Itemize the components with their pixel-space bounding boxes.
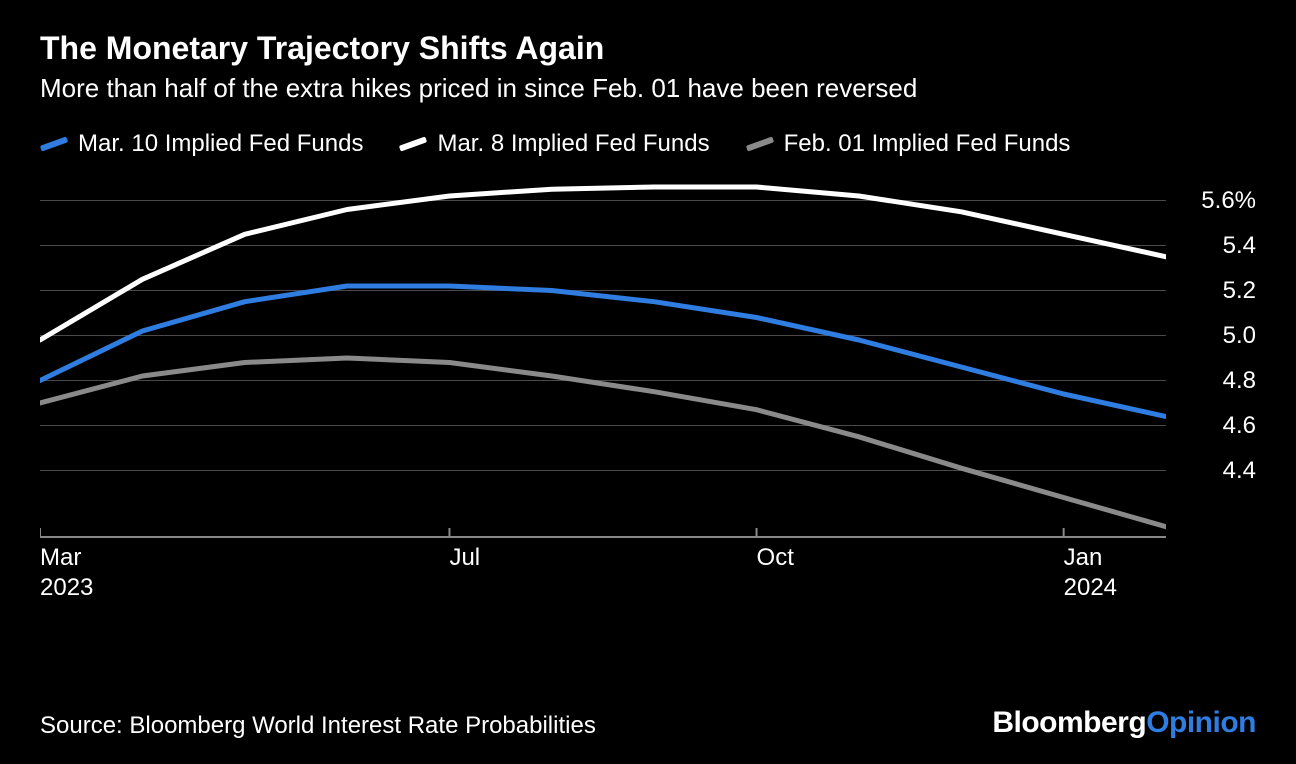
y-tick-label: 4.8 bbox=[1223, 367, 1256, 395]
series-line bbox=[40, 286, 1166, 417]
legend-swatch bbox=[745, 136, 773, 151]
legend-label: Feb. 01 Implied Fed Funds bbox=[784, 130, 1071, 158]
line-chart-svg bbox=[40, 178, 1166, 538]
y-tick-label: 4.4 bbox=[1223, 457, 1256, 485]
y-axis-labels: 4.4 4.6 4.8 5.0 5.2 5.4 5.6% bbox=[1176, 178, 1256, 538]
brand-sub: Opinion bbox=[1146, 706, 1256, 740]
source-attribution: Source: Bloomberg World Interest Rate Pr… bbox=[40, 712, 596, 740]
series-line bbox=[40, 187, 1166, 340]
x-tick-label: Jan bbox=[1064, 544, 1103, 572]
x-axis-labels: Mar2023JulOctJan2024 bbox=[40, 538, 1166, 598]
legend-swatch bbox=[40, 136, 68, 151]
legend-swatch bbox=[399, 136, 427, 151]
y-tick-label: 4.6 bbox=[1223, 412, 1256, 440]
legend-item: Mar. 10 Implied Fed Funds bbox=[40, 130, 363, 158]
y-tick-label: 5.0 bbox=[1223, 322, 1256, 350]
brand-main: Bloomberg bbox=[992, 706, 1146, 740]
y-tick-label: 5.4 bbox=[1223, 232, 1256, 260]
x-tick-sublabel: 2024 bbox=[1064, 574, 1117, 602]
y-tick-label: 5.6% bbox=[1201, 187, 1256, 215]
y-tick-label: 5.2 bbox=[1223, 277, 1256, 305]
chart-title: The Monetary Trajectory Shifts Again bbox=[40, 30, 1256, 67]
chart-subtitle: More than half of the extra hikes priced… bbox=[40, 73, 1256, 104]
series-line bbox=[40, 358, 1166, 527]
x-tick-label: Oct bbox=[757, 544, 794, 572]
x-tick-label: Mar bbox=[40, 544, 81, 572]
legend: Mar. 10 Implied Fed Funds Mar. 8 Implied … bbox=[40, 130, 1256, 158]
legend-label: Mar. 10 Implied Fed Funds bbox=[78, 130, 363, 158]
chart-area: 4.44.64.85.05.25.45.6% Mar2023JulOctJan2… bbox=[40, 178, 1256, 598]
x-tick-sublabel: 2023 bbox=[40, 574, 93, 602]
brand-logo: BloombergOpinion bbox=[992, 706, 1256, 740]
legend-item: Mar. 8 Implied Fed Funds bbox=[399, 130, 709, 158]
legend-item: Feb. 01 Implied Fed Funds bbox=[746, 130, 1071, 158]
x-tick-label: Jul bbox=[449, 544, 480, 572]
legend-label: Mar. 8 Implied Fed Funds bbox=[437, 130, 709, 158]
